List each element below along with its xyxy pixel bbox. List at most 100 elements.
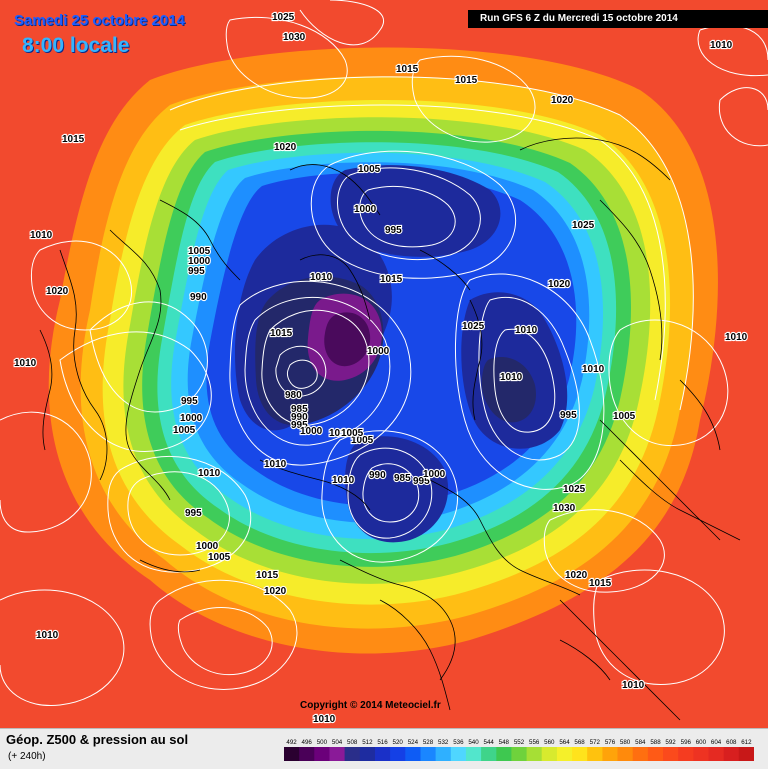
band-deep-purple — [324, 312, 371, 367]
scale-swatch — [314, 747, 330, 761]
isobar-label: 985 — [291, 404, 308, 415]
isobar-label: 1010 — [30, 230, 53, 241]
scale-tick-label: 540 — [468, 739, 479, 746]
scale-tick-label: 564 — [559, 739, 570, 746]
isobar-label: 1005 — [358, 164, 381, 175]
copyright-text: Copyright © 2014 Meteociel.fr — [300, 700, 441, 711]
isobar-label: 1030 — [553, 503, 576, 514]
scale-swatch — [405, 747, 421, 761]
scale-tick-label: 508 — [347, 739, 358, 746]
isobar-label: 1020 — [46, 286, 69, 297]
isobar-label: 1015 — [270, 328, 293, 339]
scale-tick-label: 512 — [362, 739, 373, 746]
scale-tick-label: 572 — [590, 739, 601, 746]
isobar-label: 995 — [181, 396, 198, 407]
scale-swatch — [450, 747, 467, 761]
isobar-label: 1000 — [180, 413, 203, 424]
scale-tick-label: 596 — [681, 739, 692, 746]
scale-swatch — [329, 747, 346, 761]
isobar-label: 1005 — [613, 411, 636, 422]
isobar-label: 995 — [188, 266, 205, 277]
isobar-label: 1020 — [274, 142, 297, 153]
isobar-label: 1020 — [264, 586, 287, 597]
forecast-date: Samedi 25 octobre 2014 — [14, 12, 185, 29]
isobar-label: 1015 — [589, 578, 612, 589]
scale-tick-label: 544 — [484, 739, 495, 746]
band-navy-c — [330, 165, 501, 257]
band-dark-navy-b — [481, 357, 536, 423]
isobar-label: 995 — [291, 420, 308, 431]
scale-tick-label: 528 — [423, 739, 434, 746]
scale-tick-label: 568 — [574, 739, 585, 746]
isobar-label: 1010 — [14, 358, 37, 369]
isobar-label: 1025 — [563, 484, 586, 495]
scale-swatch — [602, 747, 619, 761]
isobar-label: 1015 — [396, 64, 419, 75]
isobar-label: 1015 — [380, 274, 403, 285]
isobar-label: 1020 — [551, 95, 574, 106]
scale-tick-label: 500 — [317, 739, 328, 746]
color-scale: 492 496 500 504 508 512 516 520 524 528 532 536 540 5… — [284, 739, 754, 761]
scale-swatch — [678, 747, 694, 761]
scale-swatch — [738, 747, 754, 761]
isobar-label: 1010 — [332, 475, 355, 486]
isobar-label: 1005 — [351, 435, 374, 446]
scale-tick-label: 496 — [302, 739, 313, 746]
isobar-label: 1005 — [173, 425, 196, 436]
isobar-label: 1020 — [548, 279, 571, 290]
scale-swatch — [587, 747, 603, 761]
scale-swatch — [359, 747, 376, 761]
isobar-label: 1000 — [196, 541, 219, 552]
scale-swatch — [541, 747, 558, 761]
scale-tick-label: 576 — [605, 739, 616, 746]
isobar-label: 1005 — [188, 246, 211, 257]
scale-swatch — [344, 747, 361, 761]
isobar-label: 1010 — [198, 468, 221, 479]
isobar-label: 985 — [394, 473, 411, 484]
scale-swatch — [496, 747, 512, 761]
isobar-label: 995 — [185, 508, 202, 519]
scale-tick-label: 548 — [499, 739, 510, 746]
isobar-label: 1000 — [367, 346, 390, 357]
legend-subtitle: (+ 240h) — [8, 751, 46, 762]
scale-tick-label: 524 — [408, 739, 419, 746]
scale-tick-label: 504 — [332, 739, 343, 746]
scale-swatch — [647, 747, 664, 761]
scale-tick-label: 560 — [544, 739, 555, 746]
scale-swatch — [420, 747, 437, 761]
scale-tick-label: 612 — [741, 739, 752, 746]
isobar-label: 1030 — [283, 32, 306, 43]
isobar-label: 1015 — [256, 570, 279, 581]
isobar-label: 1000 — [423, 469, 446, 480]
scale-swatch — [511, 747, 528, 761]
scale-swatch — [465, 747, 482, 761]
scale-swatch — [693, 747, 710, 761]
scale-swatch — [663, 747, 679, 761]
scale-tick-label: 600 — [696, 739, 707, 746]
band-navy-d — [345, 436, 449, 543]
isobar-label: 995 — [560, 410, 577, 421]
scale-swatch — [390, 747, 406, 761]
isobar-label: 1005 — [341, 428, 364, 439]
scale-swatch — [481, 747, 497, 761]
scale-tick-label: 604 — [711, 739, 722, 746]
isobar-label: 1000 — [354, 204, 377, 215]
isobar-label: 990 — [369, 470, 386, 481]
scale-tick-label: 516 — [377, 739, 388, 746]
isobar-label: 1015 — [62, 134, 85, 145]
scale-swatch — [375, 747, 391, 761]
scale-swatch — [556, 747, 573, 761]
isobar-label: 1010 — [500, 372, 523, 383]
scale-tick-label: 588 — [650, 739, 661, 746]
scale-swatch — [572, 747, 588, 761]
isobar-label: 1000 — [188, 256, 211, 267]
isobar-label: 995 — [413, 476, 430, 487]
scale-swatch — [435, 747, 452, 761]
scale-tick-label: 552 — [514, 739, 525, 746]
isobar-label: 1025 — [462, 321, 485, 332]
scale-tick-label: 592 — [665, 739, 676, 746]
scale-tick-label: 580 — [620, 739, 631, 746]
isobar-label: 1025 — [272, 12, 295, 23]
scale-swatch — [617, 747, 634, 761]
